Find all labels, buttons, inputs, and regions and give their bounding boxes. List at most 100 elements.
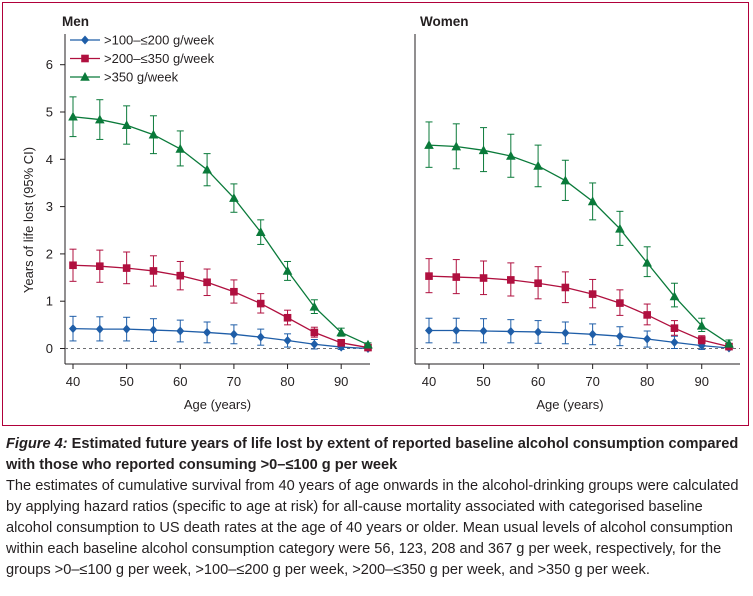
panel-women-series-triangle-point bbox=[724, 338, 734, 348]
panel-women-x-tick-label: 60 bbox=[531, 374, 545, 389]
panel-women-series-diamond bbox=[425, 317, 733, 353]
panel-women-title: Women bbox=[420, 14, 469, 29]
panel-women-series-diamond-point bbox=[452, 326, 461, 336]
panel-men-x-tick-label: 60 bbox=[173, 374, 187, 389]
panel-women-x-axis-title: Age (years) bbox=[536, 397, 603, 412]
panel-men-series-square-point bbox=[203, 278, 211, 287]
panel-men-series-square-point bbox=[96, 262, 104, 270]
panel-men-series-triangle-point bbox=[95, 114, 105, 124]
legend-marker-square bbox=[81, 54, 89, 63]
panel-men-series-triangle-point bbox=[68, 111, 78, 121]
panel-women-x-tick-label: 90 bbox=[694, 374, 708, 389]
panel-men-y-axis-title: Years of life lost (95% CI) bbox=[21, 147, 36, 293]
legend-label-triangle: >350 g/week bbox=[104, 70, 179, 85]
caption-body: The estimates of cumulative survival fro… bbox=[6, 478, 739, 578]
panel-men-y-tick-label: 6 bbox=[46, 57, 53, 72]
panel-men-series-triangle-point bbox=[202, 164, 212, 174]
panel-men-series-square-point bbox=[122, 264, 131, 272]
legend-marker-diamond bbox=[81, 35, 89, 45]
chart-svg: Men 40 50 60 70 80 90 Age (years) 0 1 2 3 4 5 6 Years o… bbox=[21, 14, 740, 412]
figure-frame bbox=[2, 2, 749, 426]
panel-women-series-square-point bbox=[561, 283, 570, 292]
panel-men-x-axis-title: Age (years) bbox=[184, 397, 251, 412]
caption-label: Figure 4: bbox=[6, 436, 68, 452]
panel-women-series-triangle-point bbox=[533, 160, 543, 170]
panel-men-series-diamond-point bbox=[122, 324, 131, 334]
panel-women-series-triangle bbox=[424, 121, 734, 348]
panel-women-series-triangle-point bbox=[506, 150, 516, 160]
panel-men-series-triangle-point bbox=[121, 120, 132, 130]
panel-men-series-diamond-point bbox=[69, 324, 77, 334]
panel-men-series-diamond-point bbox=[95, 324, 104, 334]
panel-men-series-square-point bbox=[149, 267, 158, 275]
panel-women-series-square-point bbox=[534, 279, 542, 288]
panel-men-series-triangle-point bbox=[175, 143, 186, 153]
panel-men-y-tick-label: 1 bbox=[46, 294, 53, 309]
panel-women-series-triangle-point bbox=[478, 145, 489, 155]
panel-men-series-triangle-point bbox=[363, 339, 373, 349]
panel-women-series-triangle-point bbox=[424, 140, 434, 149]
panel-men-series-diamond-point bbox=[176, 326, 185, 336]
legend-label-square: >200–≤350 g/week bbox=[104, 51, 215, 66]
panel-men-series-square-point bbox=[283, 313, 292, 322]
panel-women-x-tick-label: 70 bbox=[585, 374, 599, 389]
legend-marker-triangle bbox=[80, 72, 90, 81]
panel-men-series-square bbox=[69, 248, 372, 352]
panel-women-series-square-point bbox=[643, 311, 651, 319]
panel-men-series-square-point bbox=[230, 287, 238, 296]
panel-men-x-tick-label: 80 bbox=[280, 374, 294, 389]
panel-men-x-tick-label: 70 bbox=[227, 374, 241, 389]
panel-men-series-diamond-point bbox=[310, 339, 319, 349]
panel-women-series-square-point bbox=[588, 290, 597, 298]
panel-men-series-square-point bbox=[69, 261, 77, 270]
panel-men-series-square-point bbox=[337, 339, 345, 347]
panel-women-series-square-point bbox=[479, 274, 488, 282]
panel-men-series-triangle-line bbox=[72, 116, 369, 346]
panel-men-y-tick-label: 2 bbox=[46, 246, 53, 261]
panel-women-series-square bbox=[425, 258, 733, 351]
panel-men-title: Men bbox=[62, 14, 89, 29]
panel-men-y-tick-label: 4 bbox=[46, 152, 53, 167]
panel-men-series-diamond-line bbox=[72, 327, 369, 350]
panel-women-series-triangle-point bbox=[669, 291, 680, 301]
figure-caption: Figure 4: Estimated future years of life… bbox=[6, 434, 748, 581]
panel-men-series-triangle-point bbox=[336, 327, 346, 337]
panel-men-series-diamond-point bbox=[283, 335, 292, 345]
panel-women-series-triangle-point bbox=[587, 196, 598, 206]
panel-women-series-triangle-point bbox=[696, 320, 707, 330]
panel-women-series-diamond-point bbox=[425, 326, 433, 336]
panel-men-series-square-point bbox=[176, 271, 185, 280]
panel-men-x-tick-label: 40 bbox=[66, 374, 80, 389]
panel-women-series-square-point bbox=[697, 336, 706, 344]
panel-women-series-diamond-point bbox=[561, 328, 570, 338]
panel-women-series-diamond-point bbox=[615, 331, 624, 341]
panel-men-series-triangle-point bbox=[282, 265, 293, 275]
panel-women-series-square-point bbox=[616, 299, 624, 307]
panel-men-series-triangle-point bbox=[255, 227, 266, 236]
panel-women-series-diamond-point bbox=[670, 337, 679, 347]
panel-women-series-square-point bbox=[452, 273, 461, 281]
panel-men-series-diamond-point bbox=[256, 332, 265, 342]
caption-title: Estimated future years of life lost by e… bbox=[6, 436, 739, 473]
panel-women-x-tick-label: 80 bbox=[640, 374, 654, 389]
panel-men-series-triangle bbox=[68, 96, 373, 349]
panel-men-series-diamond bbox=[69, 315, 372, 353]
panel-women-series-square-point bbox=[507, 276, 515, 284]
panel-men-series-diamond-point bbox=[203, 327, 212, 337]
panel-women-series-diamond-point bbox=[643, 334, 652, 344]
panel-men-series-square-point bbox=[256, 299, 265, 308]
panel-men-y-tick-label: 5 bbox=[46, 105, 53, 120]
panel-women-series-diamond-point bbox=[479, 326, 488, 336]
panel-women-x-tick-label: 50 bbox=[476, 374, 490, 389]
panel-men-series-triangle-point bbox=[229, 193, 239, 202]
panel-men-y-tick-label: 0 bbox=[46, 341, 53, 356]
panel-women-series-triangle-line bbox=[428, 144, 730, 345]
panel-men-series-triangle-point bbox=[309, 301, 320, 311]
panel-men-series-triangle-point bbox=[148, 129, 159, 139]
panel-men-series-diamond-point bbox=[149, 325, 158, 335]
panel-women-series-triangle-point bbox=[451, 141, 462, 151]
panel-women-series-square-point bbox=[670, 324, 679, 332]
panel-women-series-square-point bbox=[425, 272, 433, 280]
panel-men-y-tick-label: 3 bbox=[46, 199, 53, 214]
panel-women-series-square-line bbox=[428, 275, 730, 348]
